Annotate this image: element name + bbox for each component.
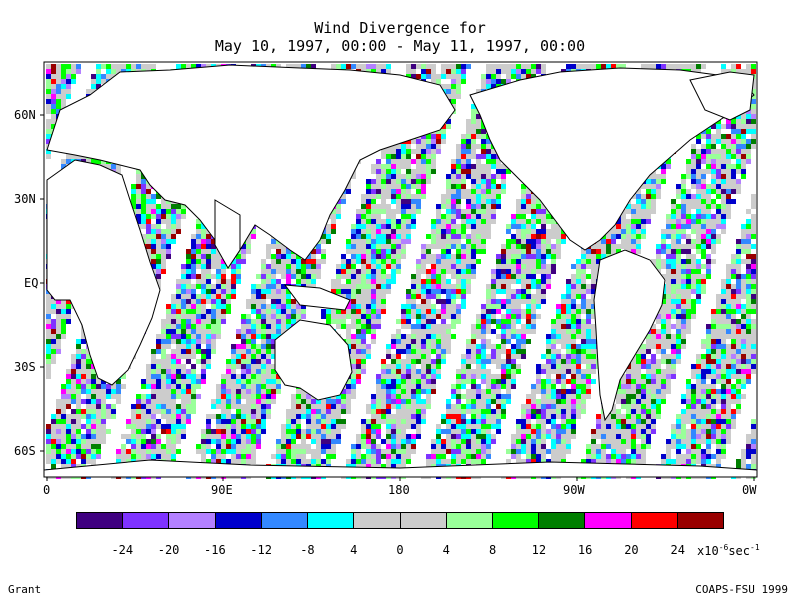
colorbar-tick-label: -24 <box>111 543 134 557</box>
continent-outlines <box>43 64 758 478</box>
lat-label-eq: EQ <box>24 276 39 290</box>
colorbar-swatch <box>677 513 724 528</box>
eurasia-outline <box>46 64 456 266</box>
lat-label-30n: 30N <box>14 192 36 206</box>
colorbar-swatch <box>123 513 170 528</box>
lat-label-30s: 30S <box>14 360 36 374</box>
colorbar-tick-label: -20 <box>157 543 180 557</box>
lat-ticks <box>40 114 44 452</box>
colorbar-swatch <box>215 513 262 528</box>
colorbar-tick-label: 8 <box>488 543 497 557</box>
colorbar-tick-label: 24 <box>670 543 685 557</box>
colorbar-swatch <box>308 513 355 528</box>
colorbar-swatch <box>400 513 447 528</box>
colorbar-swatch <box>261 513 309 528</box>
colorbar <box>76 512 724 529</box>
africa-outline <box>46 159 161 386</box>
lat-label-60s: 60S <box>14 444 36 458</box>
lon-label-90w: 90W <box>563 483 585 497</box>
lon-label-0w: 0W <box>742 483 757 497</box>
india-outline <box>214 199 241 269</box>
colorbar-tick-label: 0 <box>396 543 404 557</box>
colorbar-tick-label: 20 <box>624 543 639 557</box>
colorbar-swatch <box>492 513 540 528</box>
credit-left: Grant <box>8 583 42 596</box>
lon-label-0: 0 <box>43 483 51 497</box>
colorbar-tick-label: 4 <box>442 543 450 557</box>
map-title-line-2: May 10, 1997, 00:00 - May 11, 1997, 00:0… <box>214 37 586 55</box>
colorbar-tick-label: -12 <box>250 543 272 557</box>
colorbar-swatch <box>446 513 493 528</box>
credit-right: COAPS-FSU 1999 <box>695 583 788 596</box>
lon-label-90e: 90E <box>211 483 233 497</box>
colorbar-swatch <box>631 513 678 528</box>
north-america-outline <box>469 67 755 251</box>
colorbar-tick-label: 12 <box>531 543 547 557</box>
colorbar-swatch <box>77 513 124 528</box>
lon-ticks <box>46 477 755 481</box>
indonesia-outline <box>283 284 351 311</box>
greenland-outline <box>689 71 755 121</box>
lat-label-60n: 60N <box>14 108 36 122</box>
colorbar-tick-label: -16 <box>204 543 226 557</box>
lon-label-180: 180 <box>388 483 410 497</box>
colorbar-swatch <box>585 513 632 528</box>
australia-outline <box>274 319 353 401</box>
map-title-line-1: Wind Divergence for <box>314 19 486 37</box>
south-america-outline <box>593 249 666 422</box>
colorbar-tick-label: -8 <box>300 543 315 557</box>
colorbar-swatch <box>354 513 401 528</box>
colorbar-tick-label: 16 <box>577 543 593 557</box>
colorbar-swatch <box>169 513 216 528</box>
units-label: x10-6sec-1 <box>697 543 760 558</box>
colorbar-tick-label: 4 <box>350 543 358 557</box>
colorbar-swatch <box>539 513 586 528</box>
